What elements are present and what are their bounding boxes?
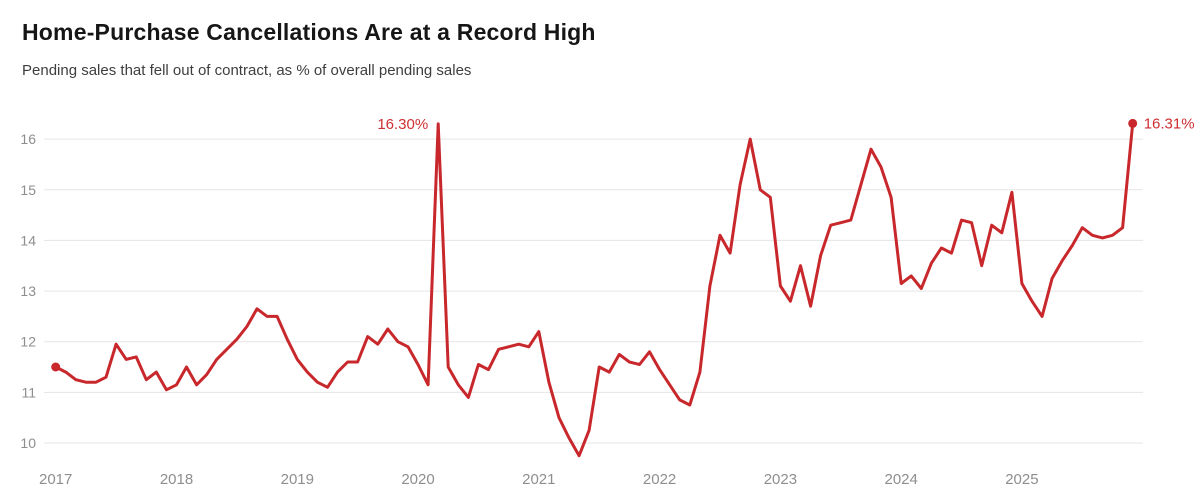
y-axis-tick-label: 12 bbox=[20, 334, 36, 350]
series-start-dot bbox=[51, 362, 61, 372]
y-axis-tick-label: 11 bbox=[21, 384, 36, 400]
latest-value-annotation: 16.31% bbox=[1144, 115, 1195, 132]
y-axis-tick-label: 15 bbox=[20, 182, 36, 198]
latest-point-dot bbox=[1128, 118, 1138, 128]
chart-title: Home-Purchase Cancellations Are at a Rec… bbox=[22, 19, 596, 45]
x-axis-year-label: 2024 bbox=[885, 471, 918, 488]
x-axis-year-label: 2019 bbox=[281, 471, 314, 488]
x-axis-year-label: 2025 bbox=[1005, 471, 1038, 488]
x-axis-year-label: 2021 bbox=[522, 471, 555, 488]
x-axis-year-label: 2022 bbox=[643, 471, 676, 488]
x-axis-year-label: 2020 bbox=[401, 471, 434, 488]
y-axis-tick-label: 16 bbox=[20, 131, 36, 147]
peak-annotation-2020: 16.30% bbox=[377, 116, 428, 133]
x-axis-year-label: 2017 bbox=[39, 471, 72, 488]
y-axis-tick-label: 10 bbox=[20, 435, 36, 451]
x-axis-year-label: 2018 bbox=[160, 471, 193, 488]
y-axis-tick-label: 14 bbox=[20, 232, 36, 248]
y-axis-tick-label: 13 bbox=[20, 283, 36, 299]
cancellation-rate-line bbox=[54, 121, 1135, 458]
chart-subtitle: Pending sales that fell out of contract,… bbox=[22, 62, 472, 79]
x-axis-year-label: 2023 bbox=[764, 471, 797, 488]
